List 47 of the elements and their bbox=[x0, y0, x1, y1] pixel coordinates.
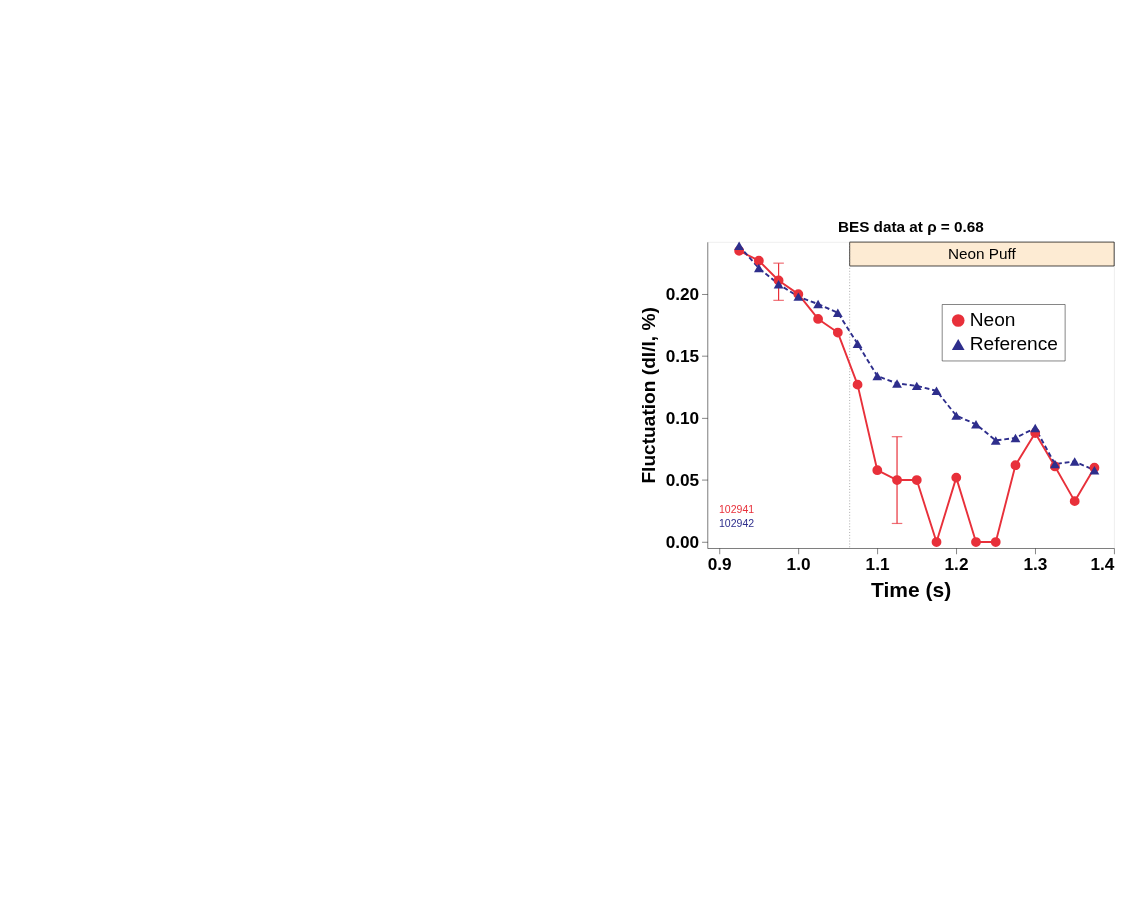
point bbox=[872, 465, 883, 476]
point bbox=[990, 537, 1001, 547]
point bbox=[813, 299, 823, 309]
point bbox=[931, 537, 942, 547]
point bbox=[832, 308, 843, 317]
point bbox=[892, 379, 902, 388]
annotation: 102941 bbox=[719, 503, 755, 516]
point bbox=[852, 339, 863, 348]
point bbox=[753, 263, 764, 273]
legend-label: Neon bbox=[969, 309, 1016, 331]
point bbox=[734, 241, 745, 251]
point bbox=[951, 472, 962, 483]
point bbox=[971, 537, 981, 547]
annotation: 102942 bbox=[719, 516, 755, 529]
y-axis-title: Fluctuation (dI/I, %) bbox=[638, 307, 660, 484]
chart-title: BES data at ρ = 0.68 bbox=[837, 217, 985, 235]
point bbox=[1030, 423, 1041, 433]
x-tick-label: 1.0 bbox=[786, 554, 811, 575]
point bbox=[1069, 457, 1080, 466]
point bbox=[1010, 433, 1021, 443]
x-tick-label: 0.9 bbox=[707, 554, 732, 575]
point bbox=[931, 386, 942, 396]
point bbox=[892, 475, 902, 485]
point bbox=[990, 436, 1001, 445]
x-tick-label: 1.4 bbox=[1090, 554, 1115, 575]
x-tick-label: 1.1 bbox=[865, 554, 890, 575]
point bbox=[753, 255, 764, 266]
point bbox=[951, 411, 962, 420]
point bbox=[813, 314, 823, 324]
point bbox=[1010, 460, 1021, 471]
point bbox=[872, 371, 883, 381]
y-tick-label: 0.05 bbox=[665, 469, 700, 490]
y-tick-label: 0.00 bbox=[665, 531, 700, 552]
x-axis-title: Time (s) bbox=[870, 578, 952, 602]
band-label: Neon Puff bbox=[948, 244, 1017, 262]
point bbox=[852, 379, 863, 390]
point bbox=[832, 327, 843, 338]
y-tick-label: 0.10 bbox=[665, 407, 700, 428]
point bbox=[1069, 496, 1080, 507]
point bbox=[911, 475, 922, 485]
x-tick-label: 1.2 bbox=[944, 554, 969, 575]
x-tick-label: 1.3 bbox=[1023, 554, 1048, 575]
y-tick-label: 0.15 bbox=[665, 345, 700, 366]
point bbox=[971, 420, 981, 429]
point bbox=[911, 381, 922, 391]
legend-label: Reference bbox=[969, 333, 1058, 355]
y-tick-label: 0.20 bbox=[665, 283, 700, 304]
